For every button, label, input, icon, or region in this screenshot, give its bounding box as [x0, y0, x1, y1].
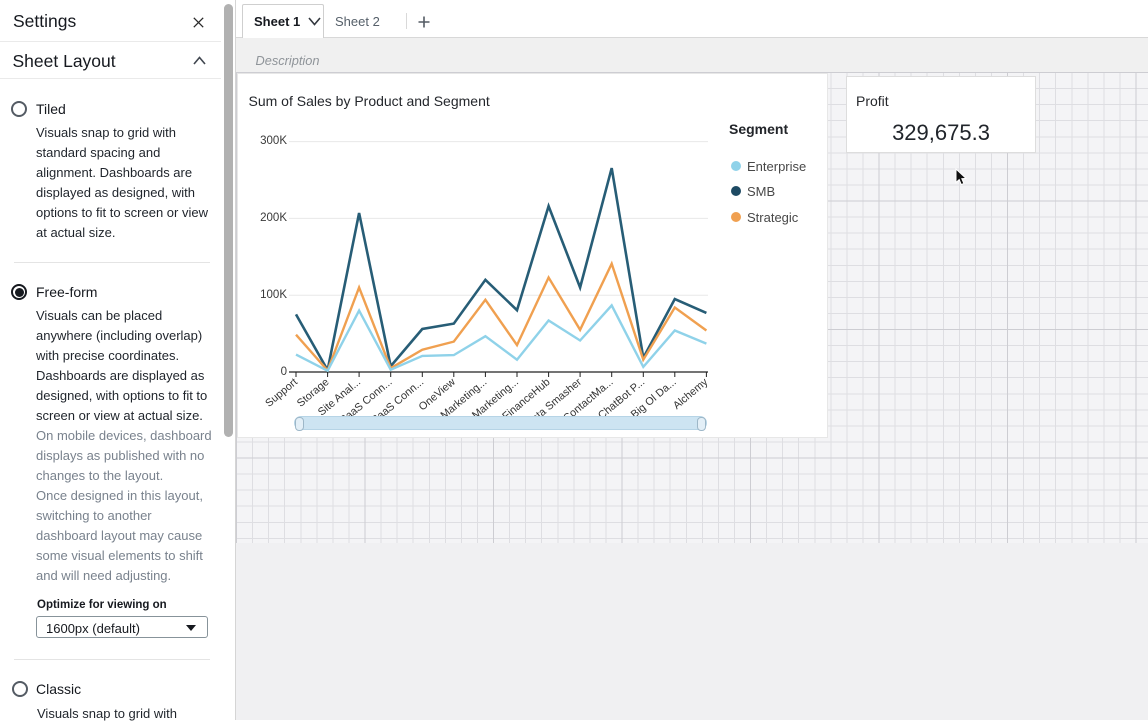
svg-text:Alchemy: Alchemy	[671, 376, 711, 412]
svg-text:Support: Support	[263, 376, 300, 410]
